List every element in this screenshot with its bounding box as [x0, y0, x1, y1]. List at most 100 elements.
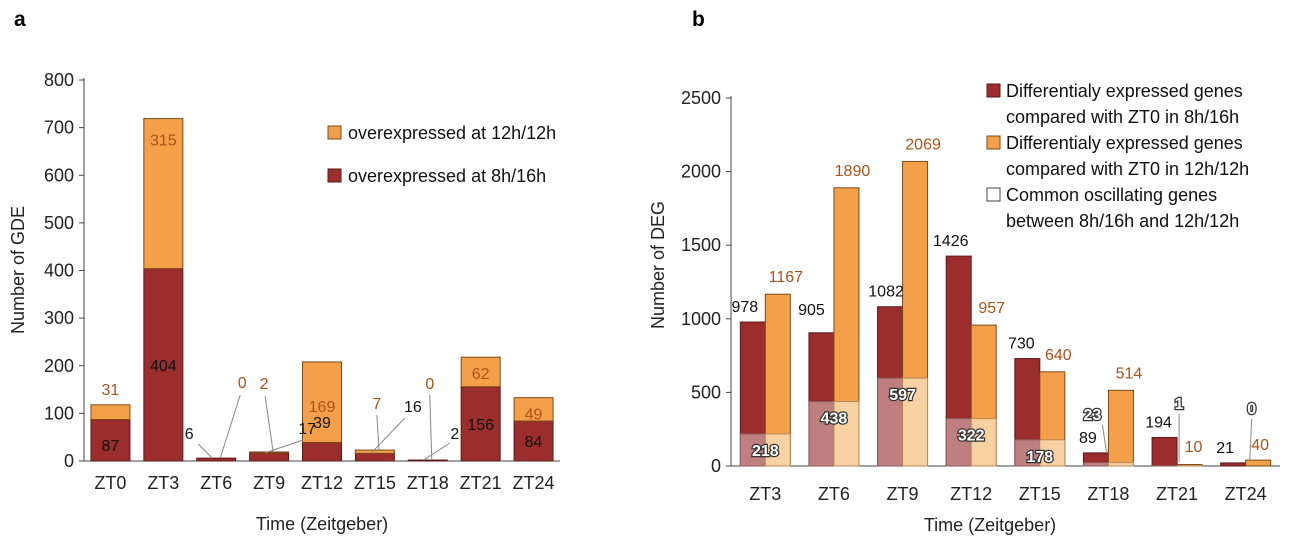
data-label-common: 0 — [1247, 401, 1256, 418]
data-label-8h16h: 404 — [150, 358, 177, 375]
data-label-callout: 0 — [425, 376, 434, 393]
x-tick-label: ZT9 — [887, 484, 919, 504]
y-tick-label: 600 — [44, 165, 74, 185]
bar-12h12h — [1108, 390, 1133, 466]
data-label-12h12h: 49 — [525, 407, 543, 424]
data-label-common: 1 — [1175, 396, 1184, 413]
data-label-callout: 7 — [372, 396, 381, 413]
data-label-12h12h: 2069 — [905, 136, 941, 153]
x-tick-label: ZT18 — [1087, 484, 1129, 504]
x-tick-label: ZT9 — [253, 473, 285, 493]
data-label-callout: 2 — [450, 426, 459, 443]
data-label-common: 23 — [1084, 407, 1102, 424]
legend-swatch — [987, 84, 1000, 97]
panel-a-ylabel: Number of GDE — [8, 206, 28, 334]
panel-b-xlabel: Time (Zeitgeber) — [924, 515, 1056, 535]
bar-common-8h16h — [1083, 463, 1108, 466]
data-label-8h16h: 156 — [467, 417, 494, 434]
callout-line — [198, 444, 212, 458]
panel-b-label: b — [692, 8, 705, 31]
legend-label-line2: compared with ZT0 in 8h/16h — [1006, 107, 1239, 127]
callout-line — [430, 395, 432, 460]
y-tick-label: 1500 — [681, 235, 721, 255]
y-tick-label: 100 — [44, 403, 74, 423]
bar-8h16h — [197, 458, 236, 461]
callout-line — [265, 440, 303, 453]
x-tick-label: ZT18 — [407, 473, 449, 493]
data-label-12h12h: 514 — [1116, 365, 1143, 382]
y-tick-label: 400 — [44, 261, 74, 281]
bar-8h16h — [408, 460, 447, 461]
callout-line — [377, 415, 379, 450]
legend-label-line2: compared with ZT0 in 12h/12h — [1006, 159, 1249, 179]
data-label-12h12h: 10 — [1185, 439, 1203, 456]
x-tick-label: ZT21 — [460, 473, 502, 493]
y-tick-label: 800 — [44, 70, 74, 90]
bar-12h12h — [91, 405, 130, 420]
legend-swatch — [987, 188, 1000, 201]
callout-line — [265, 396, 273, 452]
y-tick-label: 1000 — [681, 309, 721, 329]
x-tick-label: ZT6 — [200, 473, 232, 493]
data-label-8h16h: 194 — [1145, 414, 1172, 431]
data-label-8h16h: 978 — [731, 299, 758, 316]
data-label-common: 178 — [1026, 449, 1053, 466]
y-tick-label: 200 — [44, 356, 74, 376]
data-label-common: 438 — [821, 411, 848, 428]
data-label-12h12h: 31 — [102, 382, 120, 399]
legend-swatch-12h12h — [328, 126, 341, 139]
data-label-common: 597 — [889, 387, 916, 404]
legend-label-8h16h: overexpressed at 8h/16h — [348, 166, 546, 186]
callout-line — [220, 395, 240, 458]
bar-12h12h — [250, 452, 289, 453]
legend-label-line1: Differentialy expressed genes — [1006, 81, 1243, 101]
data-label-8h16h: 905 — [798, 302, 825, 319]
y-tick-label: 2000 — [681, 162, 721, 182]
legend-label-line1: Differentialy expressed genes — [1006, 133, 1243, 153]
data-label-8h16h: 1082 — [868, 284, 904, 301]
y-tick-label: 300 — [44, 308, 74, 328]
data-label-common: 218 — [752, 443, 779, 460]
data-label-8h16h: 730 — [1008, 336, 1035, 353]
x-tick-label: ZT21 — [1156, 484, 1198, 504]
data-label-callout: 2 — [260, 376, 269, 393]
legend-swatch — [987, 136, 1000, 149]
callout-line — [1102, 425, 1106, 452]
data-label-12h12h: 1167 — [769, 269, 804, 286]
legend-swatch-8h16h — [328, 169, 341, 182]
x-tick-label: ZT0 — [94, 473, 126, 493]
x-tick-label: ZT12 — [301, 473, 343, 493]
x-tick-label: ZT15 — [354, 473, 396, 493]
y-tick-label: 0 — [64, 451, 74, 471]
data-label-12h12h: 315 — [150, 133, 177, 150]
data-label-12h12h: 40 — [1251, 437, 1269, 454]
data-label-callout: 16 — [404, 399, 422, 416]
bar-common-12h12h — [1108, 463, 1133, 466]
x-tick-label: ZT12 — [950, 484, 992, 504]
data-label-callout: 6 — [185, 426, 194, 443]
data-label-8h16h: 89 — [1079, 430, 1097, 447]
bar-8h16h — [1152, 437, 1177, 466]
data-label-8h16h: 84 — [525, 434, 543, 451]
legend-label-line2: between 8h/16h and 12h/12h — [1006, 211, 1239, 231]
panel-b-ylabel: Number of DEG — [648, 201, 668, 329]
data-label-12h12h: 169 — [309, 399, 336, 416]
data-label-8h16h: 21 — [1216, 440, 1234, 457]
data-label-8h16h: 1426 — [933, 233, 969, 250]
y-tick-label: 700 — [44, 118, 74, 138]
panel-a-xlabel: Time (Zeitgeber) — [256, 514, 388, 534]
y-tick-label: 500 — [44, 213, 74, 233]
panel-a-label: a — [14, 8, 26, 31]
bar-12h12h — [355, 450, 394, 453]
y-tick-label: 0 — [711, 456, 721, 476]
data-label-12h12h: 957 — [978, 300, 1005, 317]
data-label-12h12h: 62 — [472, 366, 490, 383]
x-tick-label: ZT24 — [1225, 484, 1267, 504]
x-tick-label: ZT15 — [1019, 484, 1061, 504]
data-label-8h16h: 87 — [102, 438, 120, 455]
legend-label-line1: Common oscillating genes — [1006, 185, 1217, 205]
callout-line — [371, 418, 405, 453]
